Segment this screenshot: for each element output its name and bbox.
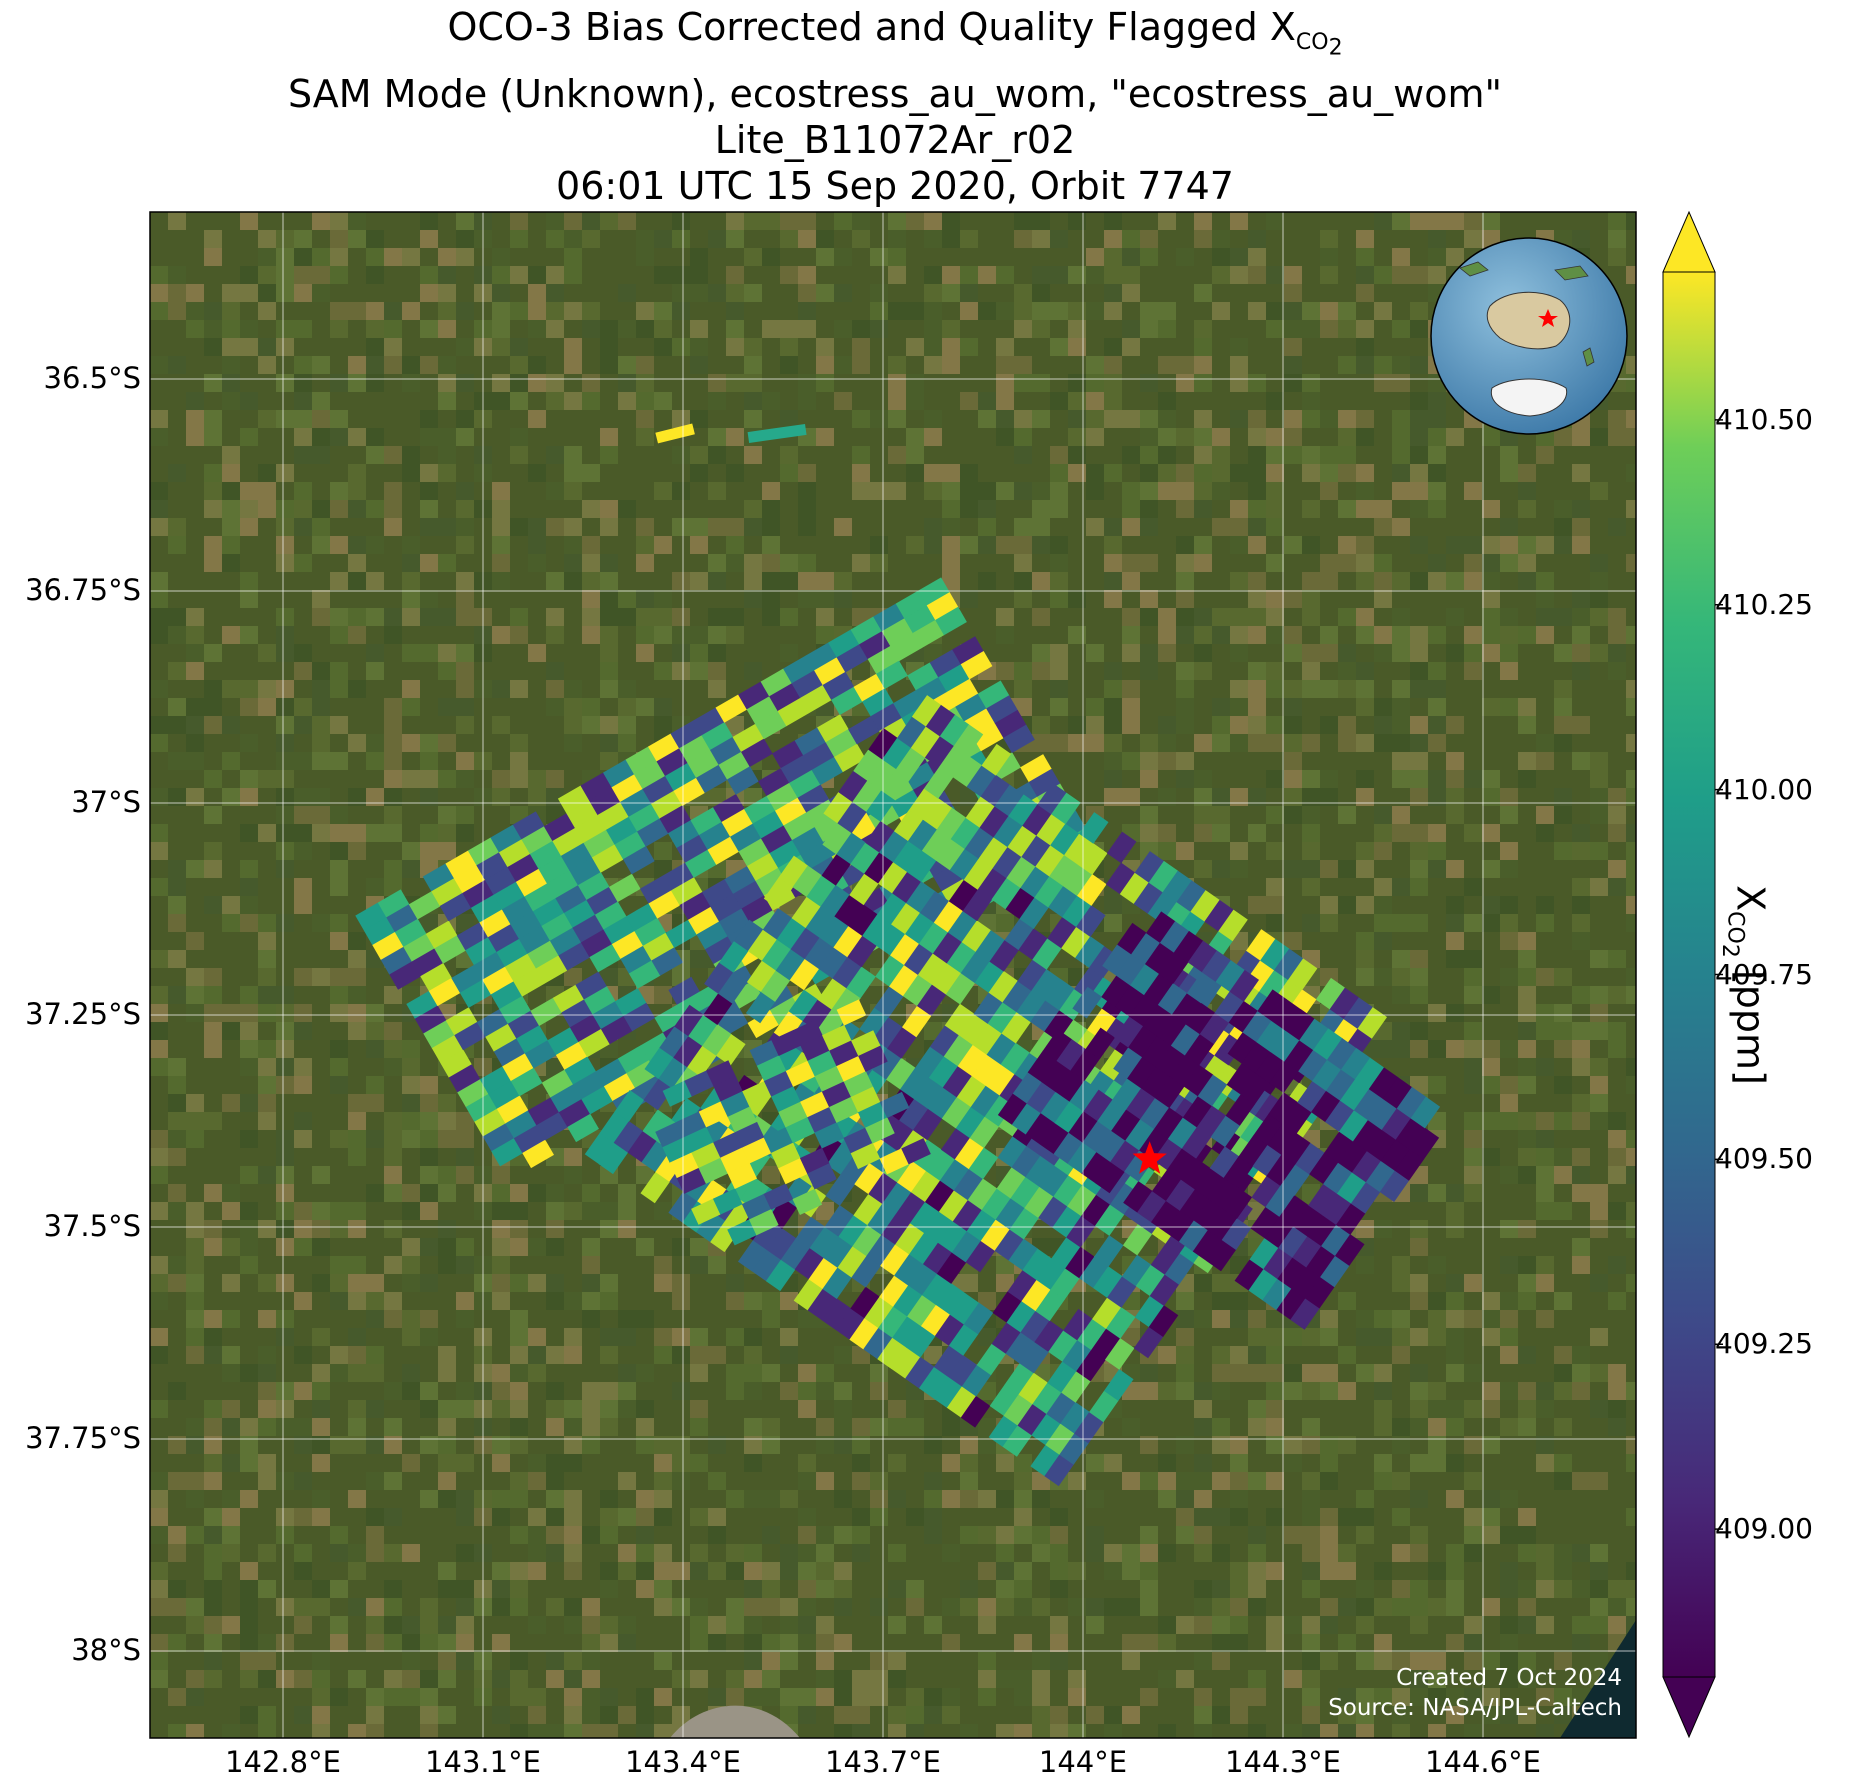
latitude-tick-label: 36.5°S xyxy=(1,361,141,395)
latitude-tick-label: 37.25°S xyxy=(1,997,141,1031)
longitude-tick-label: 144.6°E xyxy=(1403,1745,1563,1779)
inset-globe xyxy=(1431,238,1627,434)
longitude-tick-label: 143.1°E xyxy=(403,1745,563,1779)
colorbar-title: XCO2 [ppm] xyxy=(1718,885,1773,1085)
latitude-tick-label: 38°S xyxy=(1,1633,141,1667)
latitude-tick-label: 37.5°S xyxy=(1,1209,141,1243)
latitude-tick-label: 37°S xyxy=(1,785,141,819)
longitude-tick-label: 144.3°E xyxy=(1203,1745,1363,1779)
credit-created: Created 7 Oct 2024 xyxy=(1396,1665,1622,1691)
colorbar xyxy=(1663,212,1723,1737)
colorbar-tick-label: 410.25 xyxy=(1715,588,1813,621)
longitude-tick-label: 143.7°E xyxy=(803,1745,963,1779)
longitude-tick-label: 143.4°E xyxy=(603,1745,763,1779)
colorbar-tick-label: 409.25 xyxy=(1715,1327,1813,1360)
colorbar-tick-label: 410.50 xyxy=(1715,403,1813,436)
colorbar-tick-label: 410.00 xyxy=(1715,773,1813,806)
longitude-tick-label: 144°E xyxy=(1003,1745,1163,1779)
colorbar-tick-label: 409.50 xyxy=(1715,1142,1813,1175)
longitude-tick-label: 142.8°E xyxy=(203,1745,363,1779)
latitude-tick-label: 37.75°S xyxy=(1,1421,141,1455)
colorbar-tick-label: 409.00 xyxy=(1715,1512,1813,1545)
latitude-tick-label: 36.75°S xyxy=(1,573,141,607)
credit-source: Source: NASA/JPL-Caltech xyxy=(1328,1695,1622,1721)
